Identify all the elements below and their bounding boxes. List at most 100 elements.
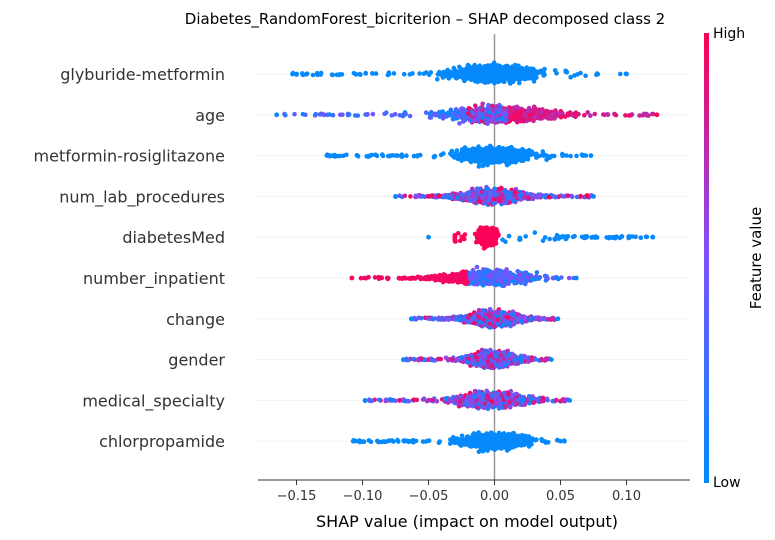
shap-point bbox=[417, 152, 423, 158]
shap-point bbox=[399, 154, 405, 159]
shap-point bbox=[420, 193, 426, 199]
shap-point bbox=[532, 230, 538, 235]
shap-point bbox=[363, 71, 369, 76]
shap-point bbox=[491, 73, 497, 78]
shap-point bbox=[486, 197, 492, 203]
extreme-point bbox=[588, 153, 594, 159]
shap-point bbox=[544, 108, 549, 114]
shap-point bbox=[531, 69, 536, 75]
shap-point bbox=[574, 153, 579, 159]
shap-point bbox=[392, 111, 398, 117]
shap-point bbox=[400, 113, 406, 119]
shap-point bbox=[487, 158, 492, 163]
shap-point bbox=[482, 245, 488, 250]
shap-point bbox=[531, 118, 536, 124]
shap-point bbox=[582, 235, 587, 241]
shap-point bbox=[330, 112, 336, 118]
shap-point bbox=[397, 193, 402, 198]
shap-point bbox=[588, 113, 593, 118]
shap-point bbox=[457, 72, 463, 78]
shap-point bbox=[339, 72, 345, 77]
shap-point bbox=[595, 71, 601, 77]
shap-point bbox=[557, 111, 562, 116]
extreme-point bbox=[654, 112, 660, 118]
shap-point bbox=[321, 112, 326, 117]
extreme-point bbox=[324, 153, 330, 159]
shap-point bbox=[500, 197, 506, 202]
shap-point bbox=[484, 70, 490, 75]
shap-point bbox=[488, 191, 493, 197]
shap-point bbox=[460, 235, 465, 240]
shap-point bbox=[525, 157, 531, 162]
shap-point bbox=[466, 106, 472, 111]
shap-point bbox=[512, 193, 518, 198]
shap-point bbox=[440, 109, 446, 114]
shap-point bbox=[524, 66, 529, 71]
extreme-point bbox=[274, 112, 280, 118]
shap-point bbox=[575, 72, 580, 77]
shap-point bbox=[563, 236, 569, 242]
shap-point bbox=[485, 74, 491, 79]
shap-point bbox=[396, 275, 402, 281]
shap-point bbox=[517, 237, 522, 242]
shap-point bbox=[583, 73, 588, 79]
shap-point bbox=[638, 235, 644, 240]
shap-point bbox=[466, 196, 471, 202]
shap-point bbox=[428, 115, 434, 120]
shap-point bbox=[492, 80, 497, 85]
shap-point bbox=[508, 113, 513, 118]
shap-point bbox=[413, 193, 419, 199]
shap-point bbox=[522, 194, 528, 199]
shap-point bbox=[370, 71, 375, 76]
shap-point bbox=[283, 112, 288, 118]
shap-point bbox=[492, 118, 498, 124]
shap-point bbox=[496, 75, 501, 81]
shap-point bbox=[501, 79, 506, 84]
shap-point bbox=[517, 80, 522, 86]
shap-point bbox=[644, 234, 650, 240]
shap-point bbox=[444, 111, 450, 116]
shap-point bbox=[550, 111, 556, 116]
shap-point bbox=[610, 235, 616, 240]
shap-point bbox=[650, 111, 655, 117]
shap-point bbox=[592, 111, 598, 117]
shap-point bbox=[487, 230, 493, 236]
shap-point bbox=[506, 233, 512, 239]
shap-point bbox=[440, 116, 446, 121]
shap-point bbox=[480, 101, 486, 107]
shap-point bbox=[585, 110, 590, 115]
shap-point bbox=[480, 108, 485, 113]
shap-point bbox=[528, 66, 533, 72]
shap-point bbox=[411, 153, 417, 159]
shap-point bbox=[318, 72, 323, 77]
shap-point bbox=[525, 72, 531, 78]
shap-point bbox=[539, 68, 545, 74]
shap-point bbox=[536, 69, 541, 75]
extreme-point bbox=[624, 71, 629, 77]
shap-point bbox=[518, 150, 524, 155]
shap-point bbox=[535, 194, 540, 200]
shap-point bbox=[531, 104, 537, 110]
shap-point bbox=[426, 72, 432, 78]
shap-point bbox=[552, 237, 558, 242]
shap-point bbox=[537, 116, 543, 121]
feature-points-row bbox=[274, 101, 660, 126]
shap-point bbox=[448, 151, 453, 156]
shap-point bbox=[493, 151, 498, 157]
shap-point bbox=[552, 153, 557, 159]
shap-point bbox=[452, 155, 458, 160]
shap-point bbox=[643, 112, 648, 117]
shap-point bbox=[480, 236, 486, 242]
shap-point bbox=[417, 71, 422, 76]
shap-point bbox=[370, 111, 376, 117]
shap-point bbox=[529, 108, 535, 113]
shap-point bbox=[391, 71, 397, 76]
shap-point bbox=[604, 235, 609, 240]
shap-point bbox=[487, 110, 492, 115]
shap-point bbox=[473, 68, 479, 74]
shap-point bbox=[541, 73, 546, 78]
shap-point bbox=[509, 79, 514, 84]
shap-point bbox=[451, 71, 457, 76]
shap-point bbox=[562, 114, 568, 119]
